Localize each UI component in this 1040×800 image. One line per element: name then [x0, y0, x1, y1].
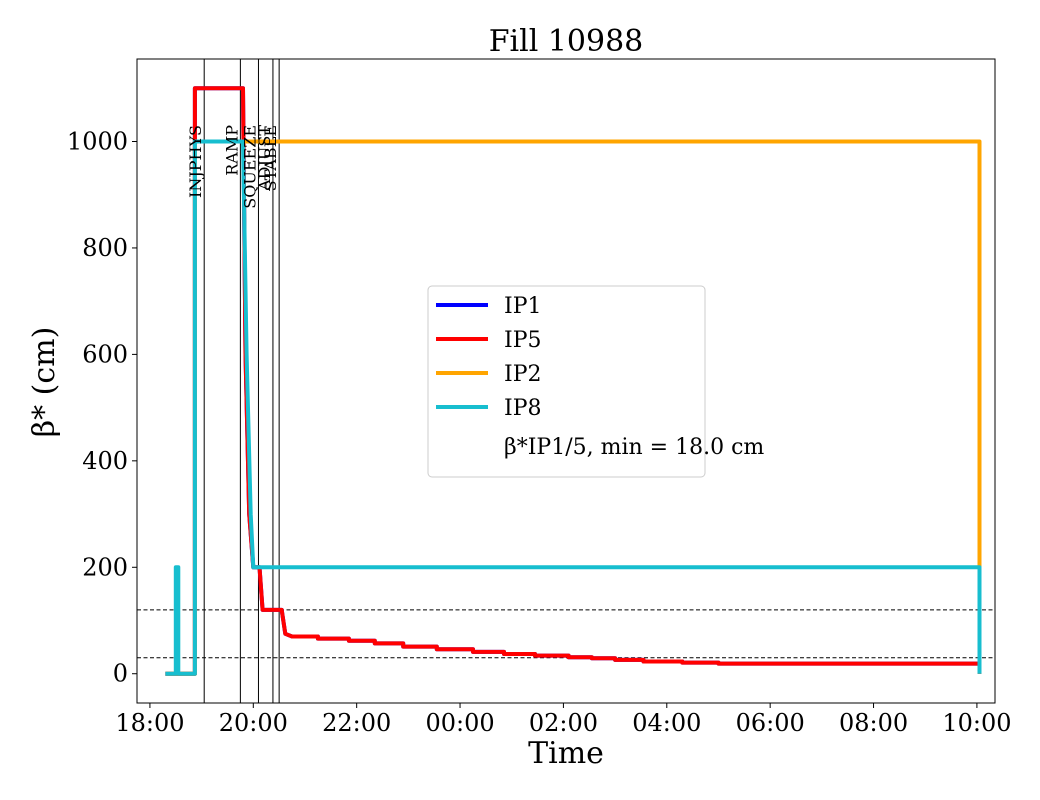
x-tick-label: 06:00	[736, 709, 805, 737]
phase-lines	[203, 59, 280, 703]
y-tick-label: 0	[113, 660, 128, 688]
x-tick-label: 00:00	[425, 709, 494, 737]
legend-label-ip8: IP8	[504, 396, 542, 421]
legend: IP1 IP5 IP2 IP8 β*IP1/5, min = 18.0 cm	[427, 285, 764, 478]
chart-title: Fill 10988	[489, 24, 644, 59]
y-tick-label: 400	[82, 447, 128, 475]
y-tick-label: 800	[82, 234, 128, 262]
x-tick-label: 20:00	[219, 709, 288, 737]
y-axis-ticks: 0 200 400 600 800 1000	[67, 127, 137, 688]
x-tick-label: 08:00	[839, 709, 908, 737]
phase-label: ADJUST	[255, 125, 274, 192]
series-line-ip8	[165, 139, 982, 676]
legend-note: β*IP1/5, min = 18.0 cm	[504, 435, 764, 460]
phase-label: STABLE	[261, 125, 280, 191]
phase-label: RAMP	[222, 125, 241, 176]
legend-label-ip2: IP2	[504, 362, 542, 387]
x-tick-label: 10:00	[942, 709, 1011, 737]
x-tick-label: 18:00	[115, 709, 184, 737]
series-lines	[165, 86, 982, 676]
y-axis-label: β* (cm)	[27, 327, 62, 438]
reference-lines	[137, 609, 995, 659]
y-tick-label: 200	[82, 553, 128, 581]
plot-frame	[136, 58, 996, 704]
legend-label-ip1: IP1	[504, 294, 542, 319]
phase-label: SQUEEZE	[240, 125, 259, 209]
y-tick-label: 600	[82, 340, 128, 368]
x-tick-label: 02:00	[529, 709, 598, 737]
x-tick-label: 04:00	[632, 709, 701, 737]
legend-label-ip5: IP5	[504, 328, 542, 353]
legend-frame	[427, 285, 706, 478]
x-tick-label: 22:00	[322, 709, 391, 737]
phase-label: INJPHYS	[186, 125, 205, 198]
x-axis-ticks: 18:00 20:00 22:00 00:00 02:00 04:00 06:00 08:00…	[115, 703, 1011, 737]
x-axis-label: Time	[528, 736, 604, 771]
y-tick-label: 1000	[67, 127, 128, 155]
